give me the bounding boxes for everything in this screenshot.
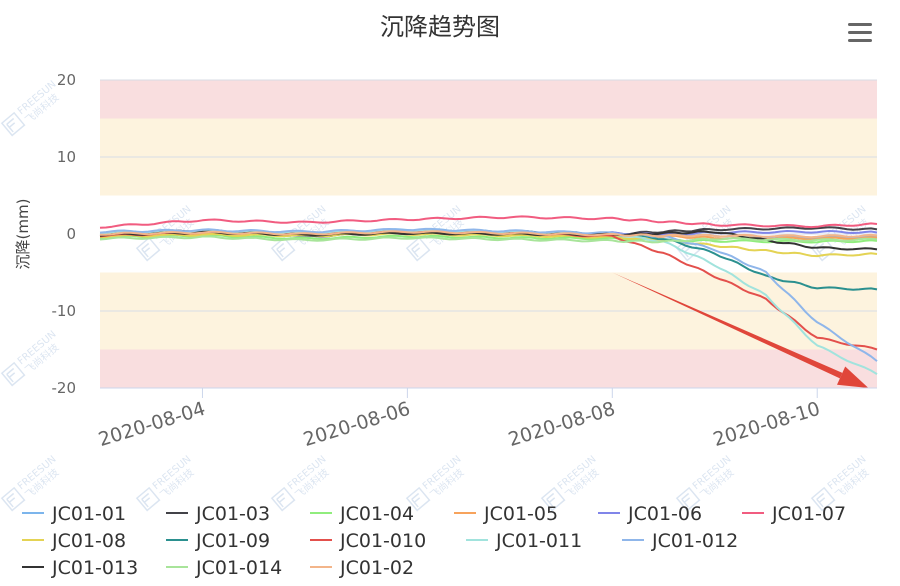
trend-arrow-head (837, 366, 869, 388)
series-line-jc01-02[interactable] (99, 230, 878, 239)
legend-item-jc01-03[interactable]: JC01-03 (166, 503, 270, 525)
x-tick-label: 2020-08-04 (96, 398, 208, 451)
series-line-jc01-014[interactable] (99, 235, 878, 244)
chart-title: 沉降趋势图 (380, 13, 500, 41)
legend-item-jc01-04[interactable]: JC01-04 (310, 503, 414, 525)
series-line-jc01-012[interactable] (99, 227, 878, 362)
legend-label: JC01-03 (195, 503, 270, 525)
legend: JC01-01 JC01-03 JC01-04 JC01-05 JC01-06 JC01-… (22, 503, 846, 579)
hamburger-menu-icon[interactable] (838, 16, 878, 48)
x-tick-label: 2020-08-10 (711, 398, 823, 451)
legend-item-jc01-08[interactable]: JC01-08 (22, 530, 126, 552)
series-line-jc01-08[interactable] (99, 232, 878, 258)
band-red (100, 80, 877, 119)
legend-item-jc01-012[interactable]: JC01-012 (622, 530, 738, 552)
legend-label: JC01-013 (51, 557, 138, 579)
legend-item-jc01-09[interactable]: JC01-09 (166, 530, 270, 552)
legend-label: JC01-04 (339, 503, 414, 525)
legend-item-jc01-02[interactable]: JC01-02 (310, 557, 414, 579)
legend-item-jc01-011[interactable]: JC01-011 (466, 530, 582, 552)
legend-label: JC01-09 (195, 530, 270, 552)
legend-label: JC01-012 (651, 530, 738, 552)
x-tick-label: 2020-08-06 (301, 398, 413, 451)
series-line-jc01-04[interactable] (99, 234, 878, 244)
legend-label: JC01-05 (483, 503, 558, 525)
legend-item-jc01-014[interactable]: JC01-014 (166, 557, 282, 579)
legend-label: JC01-014 (195, 557, 282, 579)
series-line-jc01-07[interactable] (99, 215, 878, 229)
legend-item-jc01-06[interactable]: JC01-06 (598, 503, 702, 525)
legend-item-jc01-010[interactable]: JC01-010 (310, 530, 426, 552)
band-red (100, 349, 877, 388)
legend-item-jc01-05[interactable]: JC01-05 (454, 503, 558, 525)
trend-arrow-shaft (612, 272, 843, 379)
legend-label: JC01-010 (339, 530, 426, 552)
legend-label: JC01-01 (51, 503, 126, 525)
legend-label: JC01-08 (51, 530, 126, 552)
y-tick-label: 0 (66, 225, 76, 243)
y-tick-label: -20 (52, 379, 77, 397)
y-tick-label: 10 (57, 148, 76, 166)
y-tick-label: -10 (52, 302, 77, 320)
legend-label: JC01-02 (339, 557, 414, 579)
trend-arrow (612, 272, 869, 388)
x-tick-label: 2020-08-08 (506, 398, 618, 451)
y-tick-label: 20 (57, 71, 76, 89)
legend-item-jc01-01[interactable]: JC01-01 (22, 503, 126, 525)
legend-label: JC01-06 (627, 503, 702, 525)
series-layer (99, 215, 878, 375)
legend-item-jc01-013[interactable]: JC01-013 (22, 557, 138, 579)
legend-label: JC01-011 (495, 530, 582, 552)
legend-label: JC01-07 (771, 503, 846, 525)
legend-item-jc01-07[interactable]: JC01-07 (742, 503, 846, 525)
y-axis-label: 沉降(mm) (14, 199, 32, 270)
